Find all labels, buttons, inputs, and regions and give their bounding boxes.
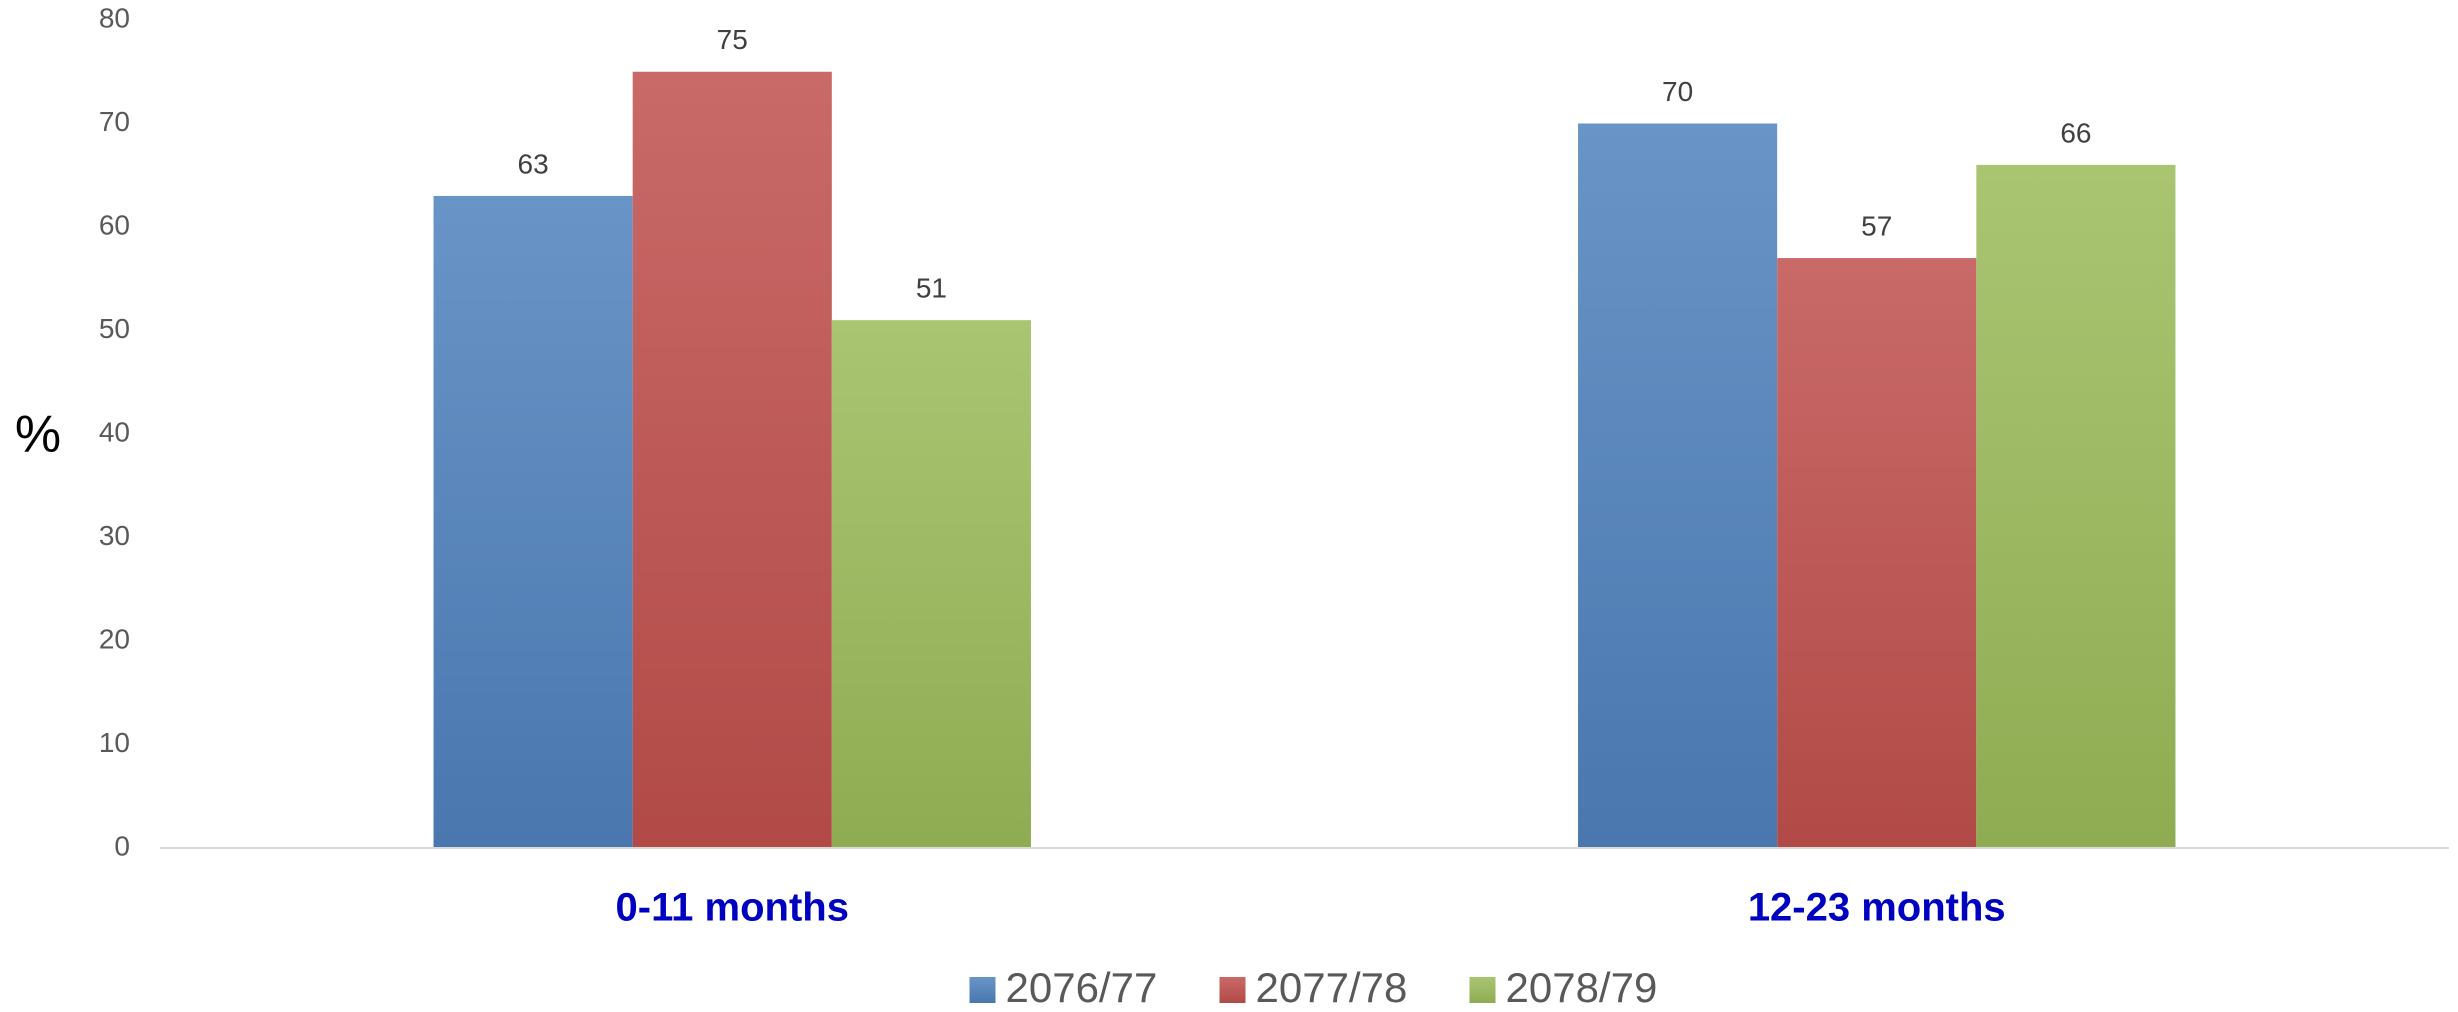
y-tick-label: 80 xyxy=(99,2,130,33)
bar xyxy=(1976,164,2176,848)
y-tick-label: 40 xyxy=(99,416,130,447)
bar xyxy=(632,71,832,848)
x-tick-label: 12-23 months xyxy=(1748,886,2006,930)
y-tick-label: 10 xyxy=(99,727,130,758)
legend-label: 2077/78 xyxy=(1256,964,1408,1011)
legend-swatch xyxy=(1469,977,1496,1003)
data-label: 57 xyxy=(1861,210,1892,241)
y-tick-label: 50 xyxy=(99,313,130,344)
x-tick-label: 0-11 months xyxy=(616,886,849,930)
data-label: 63 xyxy=(518,148,549,179)
legend-swatch xyxy=(1219,977,1246,1003)
data-label: 51 xyxy=(916,273,947,304)
data-label: 70 xyxy=(1662,76,1693,107)
y-tick-label: 30 xyxy=(99,520,130,551)
legend-swatch xyxy=(969,977,996,1003)
data-label: 66 xyxy=(2060,117,2091,148)
bar xyxy=(831,320,1031,848)
y-tick-label: 0 xyxy=(114,830,130,861)
y-axis-label: % xyxy=(15,406,61,464)
data-label: 75 xyxy=(717,24,748,55)
bar xyxy=(1777,258,1977,848)
legend-label: 2078/79 xyxy=(1506,964,1658,1011)
y-tick-label: 70 xyxy=(99,106,130,137)
y-tick-label: 20 xyxy=(99,623,130,654)
bar xyxy=(1578,123,1778,848)
bar xyxy=(433,195,633,848)
legend-label: 2076/77 xyxy=(1006,964,1158,1011)
y-tick-label: 60 xyxy=(99,209,130,240)
